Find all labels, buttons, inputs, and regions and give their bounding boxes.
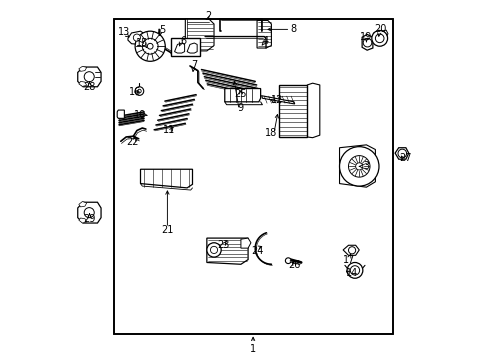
Text: 17: 17 (343, 255, 355, 265)
Polygon shape (79, 202, 86, 207)
Text: 14: 14 (345, 268, 358, 278)
Text: 3: 3 (363, 161, 369, 171)
Text: 16: 16 (129, 87, 142, 98)
Bar (278, 85, 306, 137)
Polygon shape (78, 202, 101, 223)
Text: 6: 6 (180, 36, 186, 46)
Polygon shape (117, 110, 124, 118)
Polygon shape (261, 96, 294, 104)
Polygon shape (241, 238, 250, 248)
Polygon shape (187, 43, 197, 53)
Text: 15: 15 (136, 38, 148, 48)
Circle shape (133, 34, 140, 41)
Circle shape (142, 39, 158, 54)
Text: 9: 9 (237, 103, 244, 113)
Text: 20: 20 (373, 24, 386, 35)
Text: 4: 4 (263, 36, 268, 46)
Circle shape (210, 246, 217, 253)
Circle shape (84, 72, 94, 82)
Circle shape (147, 43, 153, 49)
Text: 27: 27 (399, 153, 411, 163)
Text: 12: 12 (270, 95, 283, 105)
Polygon shape (206, 238, 247, 264)
Polygon shape (362, 35, 372, 50)
Polygon shape (394, 148, 408, 159)
Text: 24: 24 (250, 246, 263, 256)
Circle shape (397, 149, 406, 158)
Circle shape (135, 87, 143, 95)
Polygon shape (343, 245, 359, 255)
Circle shape (84, 208, 94, 218)
Circle shape (135, 31, 165, 61)
Circle shape (339, 147, 378, 186)
Text: 5: 5 (159, 25, 165, 35)
Text: 8: 8 (289, 24, 296, 35)
Text: 2: 2 (205, 11, 211, 21)
Text: 22: 22 (126, 138, 138, 147)
Polygon shape (257, 21, 271, 48)
Polygon shape (140, 169, 192, 188)
Circle shape (348, 156, 369, 177)
Polygon shape (224, 89, 260, 102)
Polygon shape (128, 31, 145, 44)
Circle shape (348, 247, 355, 254)
Polygon shape (79, 81, 86, 86)
Circle shape (349, 266, 359, 275)
Circle shape (371, 31, 387, 46)
Polygon shape (78, 67, 101, 87)
Circle shape (355, 163, 362, 170)
Circle shape (285, 258, 290, 264)
Circle shape (363, 39, 371, 47)
Polygon shape (372, 30, 387, 41)
Text: 28: 28 (83, 82, 96, 93)
Polygon shape (185, 19, 214, 51)
Text: 10: 10 (134, 110, 146, 120)
Polygon shape (339, 145, 375, 187)
Circle shape (346, 262, 362, 278)
Text: 25: 25 (234, 89, 246, 99)
Circle shape (137, 89, 141, 93)
Text: 18: 18 (264, 129, 277, 138)
Text: 29: 29 (83, 215, 96, 224)
Text: 23: 23 (216, 240, 229, 250)
Text: 13: 13 (118, 27, 130, 37)
Text: 26: 26 (288, 260, 300, 270)
Bar (113, 19, 392, 334)
Bar (113, 19, 392, 334)
Polygon shape (79, 218, 86, 223)
Polygon shape (79, 66, 86, 71)
Text: 21: 21 (161, 225, 173, 235)
Circle shape (375, 34, 383, 42)
Bar (171, 39, 199, 56)
Text: 1: 1 (249, 343, 256, 354)
Text: 19: 19 (360, 32, 372, 41)
Polygon shape (174, 43, 184, 53)
Text: 11: 11 (163, 125, 175, 135)
Text: 7: 7 (191, 60, 197, 70)
Circle shape (206, 243, 221, 257)
